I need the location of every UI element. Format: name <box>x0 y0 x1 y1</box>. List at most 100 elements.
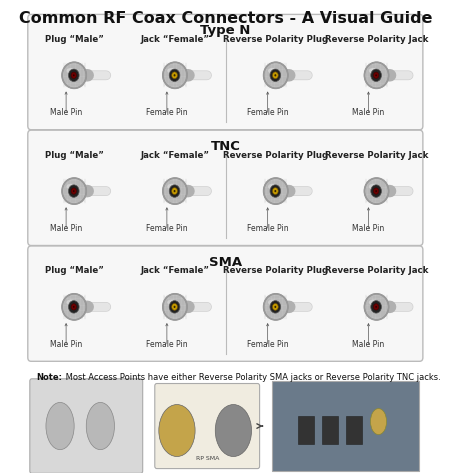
Ellipse shape <box>68 185 79 197</box>
Ellipse shape <box>374 304 379 310</box>
Text: Plug “Male”: Plug “Male” <box>45 151 104 160</box>
Ellipse shape <box>268 300 278 305</box>
Ellipse shape <box>73 190 74 192</box>
FancyBboxPatch shape <box>30 379 143 474</box>
Ellipse shape <box>273 72 278 79</box>
Ellipse shape <box>273 188 278 194</box>
Text: Female Pin: Female Pin <box>247 224 289 233</box>
Text: Plug “Male”: Plug “Male” <box>45 266 104 275</box>
Ellipse shape <box>172 188 177 194</box>
Text: Female Pin: Female Pin <box>247 340 289 349</box>
Ellipse shape <box>264 178 288 204</box>
Ellipse shape <box>173 74 175 76</box>
Ellipse shape <box>66 68 76 73</box>
Ellipse shape <box>167 300 177 305</box>
Text: Female Pin: Female Pin <box>146 224 188 233</box>
Ellipse shape <box>375 306 377 308</box>
Ellipse shape <box>62 62 86 88</box>
Ellipse shape <box>62 294 86 320</box>
Text: Common RF Coax Connectors - A Visual Guide: Common RF Coax Connectors - A Visual Gui… <box>18 11 432 26</box>
Ellipse shape <box>264 294 288 320</box>
Ellipse shape <box>371 69 382 82</box>
Ellipse shape <box>167 184 177 190</box>
FancyBboxPatch shape <box>28 14 423 130</box>
Text: Jack “Female”: Jack “Female” <box>140 151 210 160</box>
Ellipse shape <box>270 301 281 313</box>
Ellipse shape <box>369 184 378 190</box>
Ellipse shape <box>169 69 180 82</box>
Ellipse shape <box>71 188 76 194</box>
Ellipse shape <box>274 190 276 192</box>
Text: Reverse Polarity Plug: Reverse Polarity Plug <box>223 35 328 44</box>
Ellipse shape <box>167 68 177 73</box>
Ellipse shape <box>66 184 76 190</box>
Ellipse shape <box>371 409 387 435</box>
Text: Male Pin: Male Pin <box>50 224 82 233</box>
Ellipse shape <box>374 188 379 194</box>
Ellipse shape <box>159 404 195 456</box>
Ellipse shape <box>173 190 175 192</box>
Ellipse shape <box>173 306 175 308</box>
Ellipse shape <box>268 184 278 190</box>
Text: Jack “Female”: Jack “Female” <box>140 35 210 44</box>
Bar <box>298 416 314 444</box>
Text: Male Pin: Male Pin <box>50 109 82 118</box>
Text: Type N: Type N <box>200 24 251 37</box>
Ellipse shape <box>365 62 389 88</box>
Ellipse shape <box>270 185 281 197</box>
Text: TNC: TNC <box>210 140 240 153</box>
Ellipse shape <box>163 178 187 204</box>
Text: Reverse Polarity Jack: Reverse Polarity Jack <box>325 266 428 275</box>
Ellipse shape <box>163 62 187 88</box>
Ellipse shape <box>71 304 76 310</box>
Ellipse shape <box>215 404 252 456</box>
Ellipse shape <box>86 402 115 450</box>
Ellipse shape <box>73 74 74 76</box>
Text: Jack “Female”: Jack “Female” <box>140 266 210 275</box>
Ellipse shape <box>172 303 177 310</box>
Ellipse shape <box>62 178 86 204</box>
Text: Male Pin: Male Pin <box>352 340 384 349</box>
Ellipse shape <box>365 178 389 204</box>
Ellipse shape <box>274 306 276 308</box>
Ellipse shape <box>270 69 281 82</box>
Bar <box>322 416 338 444</box>
Ellipse shape <box>68 301 79 313</box>
Ellipse shape <box>172 72 177 79</box>
Text: RP SMA: RP SMA <box>195 456 219 461</box>
Text: Reverse Polarity Jack: Reverse Polarity Jack <box>325 151 428 160</box>
Ellipse shape <box>274 74 276 76</box>
Text: Plug “Male”: Plug “Male” <box>45 35 104 44</box>
Ellipse shape <box>369 300 378 305</box>
Ellipse shape <box>73 306 74 308</box>
Ellipse shape <box>375 74 377 76</box>
Text: Female Pin: Female Pin <box>146 109 188 118</box>
Text: Female Pin: Female Pin <box>146 340 188 349</box>
Text: Reverse Polarity Plug: Reverse Polarity Plug <box>223 151 328 160</box>
Ellipse shape <box>46 402 74 450</box>
Text: Reverse Polarity Plug: Reverse Polarity Plug <box>223 266 328 275</box>
Text: SMA: SMA <box>209 256 242 269</box>
Bar <box>346 416 363 444</box>
Ellipse shape <box>371 185 382 197</box>
Ellipse shape <box>375 190 377 192</box>
FancyBboxPatch shape <box>155 383 260 469</box>
Text: Reverse Polarity Jack: Reverse Polarity Jack <box>325 35 428 44</box>
Text: Female Pin: Female Pin <box>247 109 289 118</box>
Ellipse shape <box>169 301 180 313</box>
Ellipse shape <box>68 69 79 82</box>
Ellipse shape <box>264 62 288 88</box>
Ellipse shape <box>71 72 76 79</box>
Text: Male Pin: Male Pin <box>352 109 384 118</box>
FancyBboxPatch shape <box>28 130 423 246</box>
Text: Most Access Points have either Reverse Polarity SMA jacks or Reverse Polarity TN: Most Access Points have either Reverse P… <box>63 373 441 382</box>
Ellipse shape <box>169 185 180 197</box>
Text: Male Pin: Male Pin <box>50 340 82 349</box>
Ellipse shape <box>374 72 379 79</box>
Text: Note:: Note: <box>36 373 62 382</box>
Ellipse shape <box>369 68 378 73</box>
Text: Male Pin: Male Pin <box>352 224 384 233</box>
Ellipse shape <box>273 303 278 310</box>
Ellipse shape <box>371 301 382 313</box>
FancyBboxPatch shape <box>28 246 423 361</box>
